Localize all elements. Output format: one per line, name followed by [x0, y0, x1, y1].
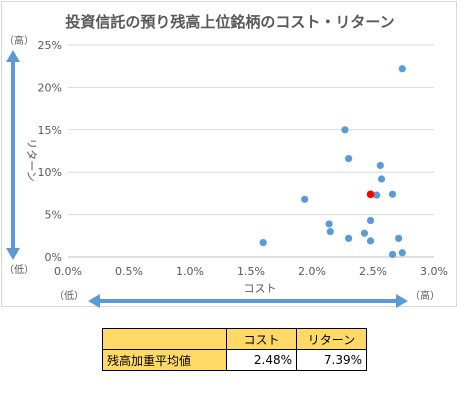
summary-cost-value: 2.48% — [226, 349, 297, 371]
y-tick-label: 25% — [38, 39, 62, 52]
summary-row-label: 残高加重平均値 — [102, 349, 227, 371]
y-axis-low-label: （低） — [4, 263, 34, 276]
x-tick-label: 1.5% — [237, 265, 265, 278]
x-axis-label: コスト — [244, 282, 277, 295]
summary-data-row: 残高加重平均値 2.48% 7.39% — [102, 349, 367, 371]
data-point — [388, 250, 397, 259]
data-point — [301, 195, 309, 203]
x-tick-label: 3.0% — [420, 265, 448, 278]
data-point — [388, 190, 397, 198]
data-point — [360, 229, 369, 237]
summary-header-row: コスト リターン — [102, 328, 367, 350]
data-point — [398, 65, 406, 73]
data-point — [366, 216, 375, 225]
data-point — [345, 234, 353, 242]
data-point — [398, 249, 406, 257]
chart-panel: 投資信託の預り残高上位銘柄のコスト・リターン 0% 5% 10% 15% 20% 25% 0… — [1, 1, 457, 307]
summary-corner-cell — [102, 328, 227, 350]
data-point — [377, 175, 386, 183]
y-tick-label: 15% — [38, 124, 62, 137]
x-tick-label: 2.5% — [359, 265, 387, 278]
data-point — [325, 220, 333, 228]
data-point — [259, 238, 267, 247]
data-point — [326, 227, 334, 236]
chart-title: 投資信託の預り残高上位銘柄のコスト・リターン — [65, 13, 394, 31]
scatter-chart: 投資信託の預り残高上位銘柄のコスト・リターン 0%5%10%15%20%25%0… — [4, 13, 448, 302]
data-point — [376, 161, 384, 170]
summary-table: コスト リターン 残高加重平均値 2.48% 7.39% — [102, 328, 367, 371]
y-tick-label: 10% — [38, 166, 62, 179]
y-tick-label: 20% — [38, 81, 62, 94]
data-point — [395, 234, 403, 242]
x-tick-label: 0.0% — [54, 265, 82, 278]
data-point — [345, 155, 353, 163]
x-tick-label: 0.5% — [115, 265, 143, 278]
tick-labels: 0% 5% 10% 15% 20% 25% 0.0% 0.5% 1.0% 1.5% 2.0% 2.5%… — [38, 39, 448, 278]
y-axis-label: リターン — [25, 138, 38, 181]
data-point — [373, 191, 381, 199]
data-points — [259, 65, 406, 259]
summary-return-value: 7.39% — [296, 349, 367, 371]
x-axis-high-label: （高） — [410, 289, 440, 302]
y-axis-high-label: （高） — [4, 34, 34, 47]
grid-lines — [68, 44, 434, 258]
y-axis-arrow — [6, 50, 20, 260]
x-axis-arrow — [88, 294, 408, 308]
data-point — [341, 126, 349, 134]
y-tick-label: 5% — [45, 209, 62, 222]
x-tick-label: 2.0% — [298, 265, 326, 278]
summary-header-return: リターン — [296, 328, 367, 350]
summary-header-cost: コスト — [226, 328, 297, 350]
data-point — [366, 237, 375, 245]
weighted-average-point — [366, 190, 375, 199]
x-axis-low-label: （低） — [54, 289, 84, 302]
y-tick-label: 0% — [45, 251, 62, 264]
x-tick-label: 1.0% — [176, 265, 204, 278]
